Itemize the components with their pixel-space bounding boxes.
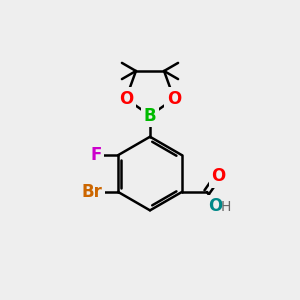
Text: F: F [90, 146, 102, 164]
Text: H: H [220, 200, 230, 214]
Text: O: O [208, 197, 222, 215]
Text: O: O [167, 90, 181, 108]
Text: Br: Br [81, 183, 102, 201]
Text: B: B [144, 106, 156, 124]
Text: O: O [119, 90, 133, 108]
Text: O: O [212, 167, 226, 185]
